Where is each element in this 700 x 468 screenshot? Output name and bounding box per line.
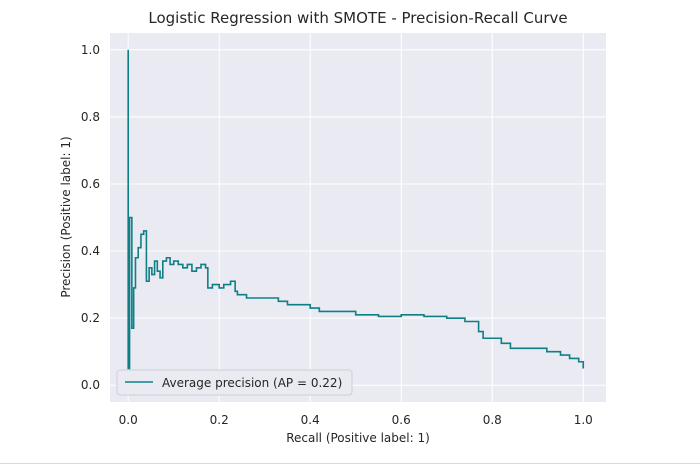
y-tick-label: 1.0 [81,43,100,57]
precision-recall-curve [127,49,585,370]
legend-label: Average precision (AP = 0.22) [162,376,342,390]
plot-background [110,33,606,402]
bottom-divider [0,463,700,464]
y-tick-label: 0.0 [81,378,100,392]
legend-box [116,369,353,396]
y-tick-label: 0.2 [81,311,100,325]
y-tick-label: 0.6 [81,177,100,191]
series-layer [127,49,585,370]
x-tick-label: 0.8 [483,413,502,427]
y-tick-labels: 0.0 0.2 0.4 0.6 0.8 1.0 [81,43,100,392]
x-tick-labels: 0.0 0.2 0.4 0.6 0.8 1.0 [119,413,593,427]
x-tick-label: 0.6 [392,413,411,427]
x-tick-label: 0.4 [301,413,320,427]
x-tick-label: 0.0 [119,413,138,427]
y-axis-label: Precision (Positive label: 1) [59,136,73,297]
legend: Average precision (AP = 0.22) [116,369,353,396]
x-tick-label: 1.0 [574,413,593,427]
x-tick-label: 0.2 [210,413,229,427]
chart-title: Logistic Regression with SMOTE - Precisi… [148,9,567,27]
x-axis-label: Recall (Positive label: 1) [286,431,430,445]
y-tick-label: 0.8 [81,110,100,124]
y-tick-label: 0.4 [81,244,100,258]
